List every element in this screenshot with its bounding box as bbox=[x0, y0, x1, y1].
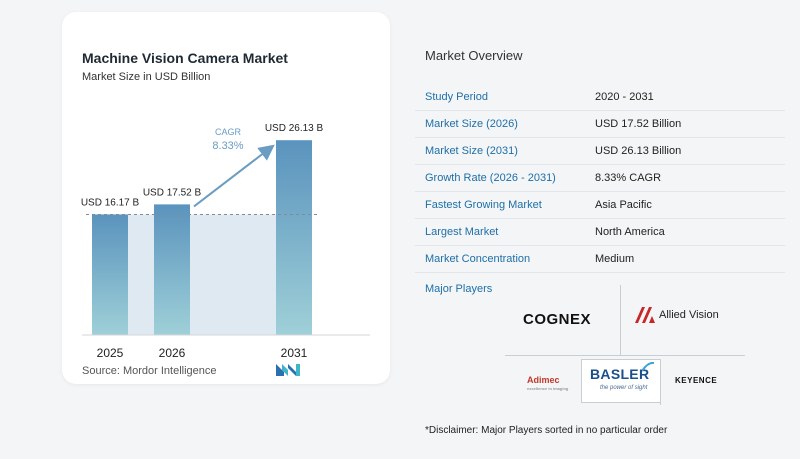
row-value: 2020 - 2031 bbox=[595, 91, 654, 103]
overview-row: Fastest Growing Market Asia Pacific bbox=[415, 192, 785, 219]
overview-table: Study Period 2020 - 2031 Market Size (20… bbox=[415, 84, 785, 273]
players-logo-grid: COGNEX Allied Vision BASLER the power of… bbox=[505, 285, 745, 405]
allied-vision-label: Allied Vision bbox=[659, 309, 719, 321]
tick-label-2025: 2025 bbox=[97, 346, 124, 360]
row-value: 8.33% CAGR bbox=[595, 172, 662, 184]
row-label: Largest Market bbox=[425, 226, 499, 238]
data-label-2026: USD 17.52 B bbox=[143, 187, 202, 198]
data-label-2031: USD 26.13 B bbox=[265, 123, 324, 134]
adimec-tagline: excellence in imaging bbox=[527, 386, 569, 391]
bar-2031 bbox=[276, 140, 312, 335]
major-players-title: Major Players bbox=[425, 283, 493, 295]
row-value: Medium bbox=[595, 253, 635, 265]
overview-row: Market Size (2031) USD 26.13 Billion bbox=[415, 138, 785, 165]
overview-row: Market Concentration Medium bbox=[415, 246, 785, 273]
bar-2026 bbox=[154, 204, 190, 335]
row-label: Market Size (2026) bbox=[425, 118, 518, 130]
overview-row: Study Period 2020 - 2031 bbox=[415, 84, 785, 111]
chart-card: Machine Vision Camera Market Market Size… bbox=[62, 12, 390, 384]
row-label: Fastest Growing Market bbox=[425, 199, 542, 211]
keyence-logo: KEYENCE bbox=[675, 376, 718, 385]
bar-chart: USD 16.17 B 2025 USD 17.52 B 2026 USD 26.13 … bbox=[81, 123, 370, 360]
adimec-label: Adimec bbox=[527, 375, 560, 385]
row-value: Asia Pacific bbox=[595, 199, 652, 211]
row-value: USD 26.13 Billion bbox=[595, 145, 682, 157]
cagr-arrow bbox=[193, 144, 275, 208]
cagr-label: CAGR bbox=[215, 127, 242, 137]
chart-title: Machine Vision Camera Market bbox=[82, 50, 288, 66]
tick-label-2026: 2026 bbox=[159, 346, 186, 360]
overview-row: Growth Rate (2026 - 2031) 8.33% CAGR bbox=[415, 165, 785, 192]
allied-vision-logo: Allied Vision bbox=[635, 307, 719, 323]
data-label-2025: USD 16.17 B bbox=[81, 197, 140, 208]
row-label: Study Period bbox=[425, 91, 488, 103]
cognex-logo: COGNEX bbox=[523, 311, 592, 328]
overview-row: Largest Market North America bbox=[415, 219, 785, 246]
basler-tagline: the power of sight bbox=[600, 385, 648, 391]
tick-label-2031: 2031 bbox=[281, 346, 308, 360]
cagr-value: 8.33% bbox=[212, 140, 243, 152]
allied-vision-icon bbox=[635, 307, 655, 323]
bar-2025 bbox=[92, 214, 128, 335]
disclaimer: *Disclaimer: Major Players sorted in no … bbox=[425, 425, 668, 436]
overview-row: Market Size (2026) USD 17.52 Billion bbox=[415, 111, 785, 138]
row-label: Market Concentration bbox=[425, 253, 531, 265]
grid-divider bbox=[505, 355, 745, 356]
overview-title: Market Overview bbox=[425, 48, 523, 63]
row-label: Growth Rate (2026 - 2031) bbox=[425, 172, 556, 184]
source-note: Source: Mordor Intelligence bbox=[82, 365, 217, 377]
adimec-logo: Adimec excellence in imaging bbox=[527, 375, 568, 391]
row-value: North America bbox=[595, 226, 665, 238]
basler-label: BASLER bbox=[590, 366, 650, 382]
baseline-band bbox=[92, 214, 312, 335]
chart-subtitle: Market Size in USD Billion bbox=[82, 71, 211, 83]
grid-divider bbox=[620, 285, 621, 355]
basler-swoosh-icon bbox=[642, 362, 654, 372]
basler-logo: BASLER the power of sight bbox=[581, 359, 661, 403]
mordor-logo-icon bbox=[276, 364, 300, 376]
row-value: USD 17.52 Billion bbox=[595, 118, 682, 130]
row-label: Market Size (2031) bbox=[425, 145, 518, 157]
